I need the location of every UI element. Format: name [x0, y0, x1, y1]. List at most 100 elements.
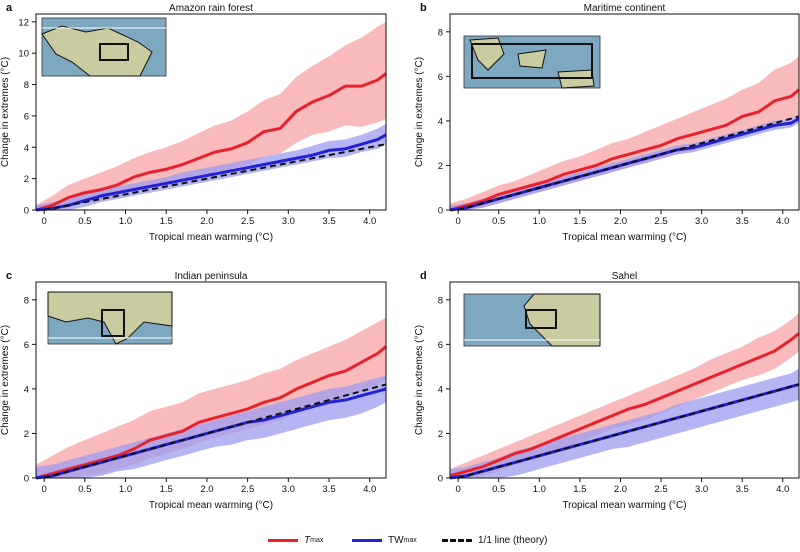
y-tick-label: 4 — [438, 116, 443, 127]
panel-title: Amazon rain forest — [169, 3, 253, 14]
legend-theory-swatch — [442, 538, 472, 542]
x-tick-label: 1.5 — [573, 484, 586, 495]
y-tick-label: 4 — [438, 384, 443, 395]
y-tick-label: 8 — [24, 80, 29, 91]
map-inset — [41, 17, 167, 77]
map-region-box — [101, 309, 125, 337]
y-tick-label: 2 — [438, 161, 443, 172]
x-tick-label: 2.0 — [200, 216, 213, 227]
map-inset — [463, 293, 601, 347]
series-theory-line — [43, 383, 387, 479]
x-tick-label: 4.0 — [363, 484, 376, 495]
y-tick-label: 2 — [438, 429, 443, 440]
y-tick-label: 6 — [24, 111, 29, 122]
x-tick-label: 1.0 — [119, 216, 132, 227]
legend-theory-label: 1/1 line (theory) — [478, 534, 548, 546]
y-tick-label: 6 — [438, 340, 443, 351]
legend-tmax-swatch — [268, 538, 298, 542]
panel-b: b Maritime continent 0 0.5 1.0 1.5 2.0 2.5 3.0 3.… — [414, 2, 800, 243]
legend-theory: 1/1 line (theory) — [442, 532, 547, 548]
x-tick-label: 0.5 — [492, 216, 505, 227]
y-tick-label: 8 — [438, 295, 443, 306]
y-axis-label: Change in extremes (°C) — [0, 325, 11, 435]
series-theory-line — [457, 115, 800, 211]
x-tick-label: 0 — [455, 216, 460, 227]
x-tick-label: 4.0 — [363, 216, 376, 227]
y-tick-label: 0 — [438, 474, 443, 485]
map-region-box — [471, 43, 593, 79]
panel-letter: d — [420, 270, 427, 282]
y-tick-label: 6 — [24, 340, 29, 351]
series-theory-line — [457, 383, 800, 479]
x-tick-label: 1.0 — [533, 216, 546, 227]
x-tick-label: 2.5 — [241, 484, 254, 495]
x-tick-label: 4.0 — [776, 484, 789, 495]
x-tick-label: 0.5 — [78, 216, 91, 227]
x-tick-label: 3.0 — [695, 216, 708, 227]
x-axis-label: Tropical mean warming (°C) — [562, 500, 686, 511]
y-tick-label: 12 — [18, 17, 29, 28]
band-tmax — [36, 317, 386, 478]
map-inset — [463, 35, 601, 89]
panel-letter: c — [6, 270, 12, 282]
series-tmax-line — [449, 332, 800, 478]
band-twmax — [450, 368, 799, 478]
legend-tmax-sub: max — [310, 536, 324, 544]
y-tick-label: 0 — [24, 474, 29, 485]
y-axis-label: Change in extremes (°C) — [0, 57, 11, 167]
x-axis-label: Tropical mean warming (°C) — [149, 500, 273, 511]
x-tick-label: 1.0 — [119, 484, 132, 495]
series-tmax-line — [35, 345, 387, 480]
panel-title: Sahel — [612, 271, 638, 282]
x-tick-label: 3.0 — [282, 216, 295, 227]
x-tick-label: 3.5 — [322, 216, 335, 227]
legend-tw-base: TW — [388, 534, 404, 546]
x-tick-label: 0 — [455, 484, 460, 495]
legend-tmax-base: T — [304, 534, 311, 546]
x-tick-label: 0.5 — [78, 484, 91, 495]
plot-frame — [449, 13, 800, 211]
panel-a: a Amazon rain forest 0 0.5 1.0 1.5 2.0 2.5 3.0 3.… — [0, 2, 387, 243]
x-tick-label: 4.0 — [776, 216, 789, 227]
x-axis-label: Tropical mean warming (°C) — [149, 232, 273, 243]
plot-frame — [35, 281, 387, 479]
y-axis-label: Change in extremes (°C) — [414, 325, 425, 435]
y-tick-label: 10 — [18, 49, 29, 60]
legend-tw: TW max — [352, 532, 417, 548]
x-tick-label: 2.0 — [200, 484, 213, 495]
x-tick-label: 1.5 — [160, 216, 173, 227]
map-region-box — [525, 309, 557, 329]
map-land — [41, 25, 153, 77]
y-tick-label: 4 — [24, 384, 29, 395]
x-tick-label: 2.5 — [654, 216, 667, 227]
x-tick-label: 1.5 — [573, 216, 586, 227]
x-tick-label: 3.0 — [282, 484, 295, 495]
panel-letter: b — [420, 2, 427, 14]
series-theory-line — [43, 143, 387, 211]
map-land — [47, 291, 173, 345]
map-inset — [47, 291, 173, 345]
band-twmax — [36, 123, 386, 210]
series-tmax-line — [35, 72, 387, 212]
panel-c: c Indian peninsula 0 0.5 1.0 1.5 2.0 2.5 3.0 3.5 4… — [0, 270, 387, 511]
y-tick-label: 0 — [438, 206, 443, 217]
x-tick-label: 3.5 — [736, 484, 749, 495]
band-tmax — [450, 313, 799, 478]
plot-frame — [35, 13, 387, 211]
y-tick-label: 8 — [24, 295, 29, 306]
x-tick-label: 0 — [41, 484, 46, 495]
x-tick-label: 1.0 — [533, 484, 546, 495]
panel-d: d Sahel 0 0.5 1.0 1.5 2.0 2.5 3.0 3.5 4.0 0 2 4 6 8 Trop… — [414, 270, 800, 511]
x-tick-label: 0 — [41, 216, 46, 227]
y-tick-label: 8 — [438, 27, 443, 38]
band-twmax — [450, 114, 799, 210]
x-tick-label: 2.5 — [241, 216, 254, 227]
y-tick-label: 0 — [24, 206, 29, 217]
x-tick-label: 2.5 — [654, 484, 667, 495]
panel-title: Maritime continent — [584, 3, 666, 14]
y-tick-label: 6 — [438, 72, 443, 83]
x-tick-label: 1.5 — [160, 484, 173, 495]
panel-letter: a — [6, 2, 13, 14]
